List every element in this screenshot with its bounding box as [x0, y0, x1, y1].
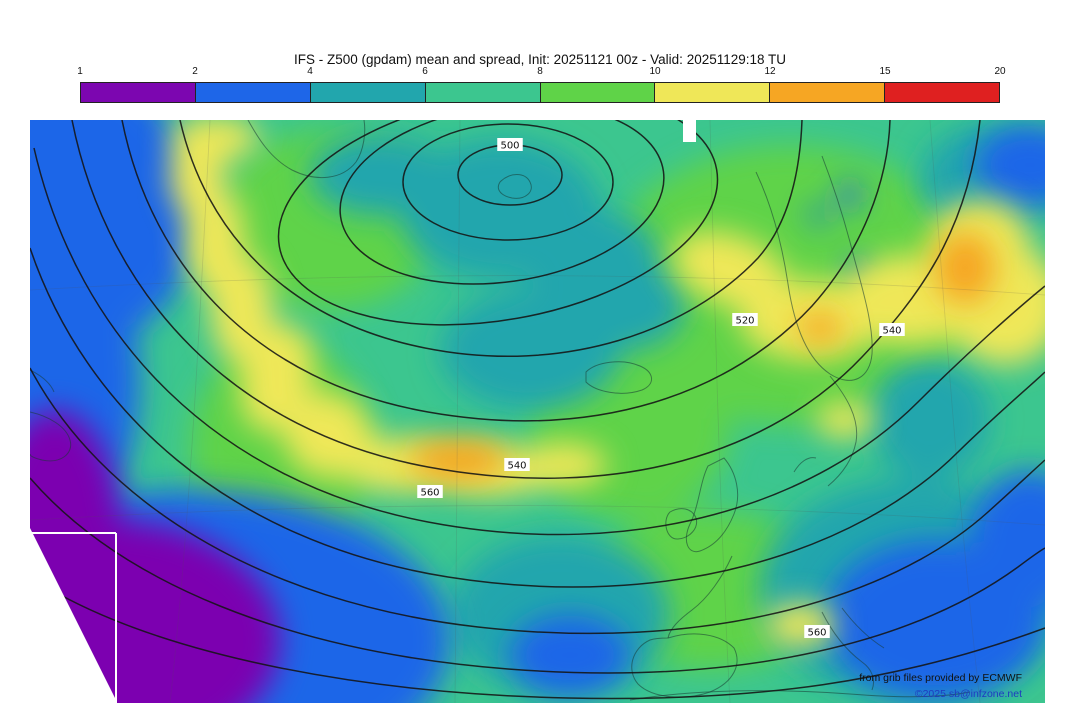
colorbar-segment-purple	[81, 83, 196, 102]
contour-label-bg	[804, 625, 830, 638]
colorbar-segment-teal	[310, 83, 426, 102]
colorbar-tick: 1	[77, 66, 83, 77]
colorbar-tick-row: 1 2 4 6 8 10 12 15 20	[77, 66, 1005, 82]
colorbar-bar	[80, 82, 1000, 103]
coastline-italy	[821, 611, 875, 691]
height-contour	[402, 123, 614, 241]
colorbar-tick: 8	[537, 66, 543, 77]
colorbar-tick: 12	[764, 66, 776, 77]
height-contour	[121, 119, 891, 422]
graticule-line	[29, 505, 1046, 526]
coastline-north-africa	[629, 690, 971, 701]
height-contour	[29, 247, 1046, 588]
spread-purple-blobs	[0, 410, 280, 718]
attribution-source: from grib files provided by ECMWF	[859, 672, 1022, 684]
contour-label-bg	[497, 138, 523, 151]
projection-seam	[30, 120, 696, 703]
spread-orange-blobs	[410, 232, 995, 480]
colorbar-segment-seagreen	[425, 83, 541, 102]
colorbar-tick: 15	[879, 66, 891, 77]
height-contour	[29, 367, 1046, 635]
page-title: IFS - Z500 (gpdam) mean and spread, Init…	[293, 52, 787, 67]
spread-blob	[798, 313, 842, 343]
contour-label-bg	[504, 458, 530, 471]
height-contour	[29, 477, 1046, 674]
spread-blob	[935, 232, 995, 304]
height-contour	[71, 119, 981, 479]
coastline-denmark	[793, 457, 817, 473]
contour-label: 540	[507, 461, 526, 472]
colorbar-segment-yellow	[655, 83, 771, 102]
coastline-ireland	[665, 508, 698, 540]
colorbar-segment-blue	[195, 83, 311, 102]
coastline-greenland	[247, 119, 366, 179]
spread-blob	[809, 206, 827, 224]
spread-blob	[517, 443, 607, 487]
coastline-newfoundland	[29, 411, 72, 462]
spread-blob	[838, 183, 862, 207]
contour-labels: 500 520 540 540 560 560	[417, 138, 905, 639]
graticule-line	[929, 119, 981, 704]
height-contour	[47, 587, 1046, 700]
coastline-britain	[685, 457, 739, 553]
colorbar: 1 2 4 6 8 10 12 15 20	[77, 66, 1006, 103]
contour-label: 500	[500, 141, 519, 152]
contour-label-bg	[732, 313, 758, 326]
contour-label: 540	[882, 326, 901, 337]
contour-label-bg	[879, 323, 905, 336]
height-contour	[33, 147, 1046, 536]
colorbar-tick: 20	[994, 66, 1006, 77]
seam-strip-top	[683, 120, 696, 142]
graticule-line	[169, 119, 211, 704]
spread-blob	[510, 615, 630, 695]
map-svg: 500 520 540 540 560 560 from grib files provi…	[0, 70, 1080, 718]
spread-blob	[210, 255, 274, 365]
spread-blob	[0, 410, 120, 650]
map-cut-corner	[30, 528, 116, 703]
colorbar-segment-orange	[770, 83, 886, 102]
contour-label: 560	[807, 628, 826, 639]
z500-contours	[29, 90, 1046, 700]
coastline-balkans	[841, 607, 885, 649]
contour-label-bg	[417, 485, 443, 498]
colorbar-segment-red	[885, 83, 999, 102]
contour-label: 560	[420, 488, 439, 499]
spread-blob	[870, 360, 990, 480]
coastline-svalbard	[497, 174, 532, 199]
attribution-copyright: ©2025 sb@infzone.net	[915, 688, 1022, 700]
spread-blob	[672, 231, 788, 309]
map-area: 500 520 540 540 560 560 from grib files provi…	[0, 70, 1080, 718]
contour-label: 520	[735, 316, 754, 327]
graticule-line	[29, 275, 1046, 296]
coastline-scandinavia	[755, 155, 873, 381]
spread-blob	[815, 402, 875, 438]
colorbar-tick: 6	[422, 66, 428, 77]
colorbar-tick: 4	[307, 66, 313, 77]
colorbar-tick: 2	[192, 66, 198, 77]
coastline-biscay	[667, 555, 733, 639]
coastline-iceland	[585, 361, 652, 394]
coastline-baltic	[827, 375, 858, 487]
colorbar-segment-green	[540, 83, 656, 102]
colorbar-tick: 10	[649, 66, 661, 77]
spread-blob	[565, 260, 685, 350]
height-contour	[179, 119, 803, 358]
spread-blob	[410, 440, 506, 480]
